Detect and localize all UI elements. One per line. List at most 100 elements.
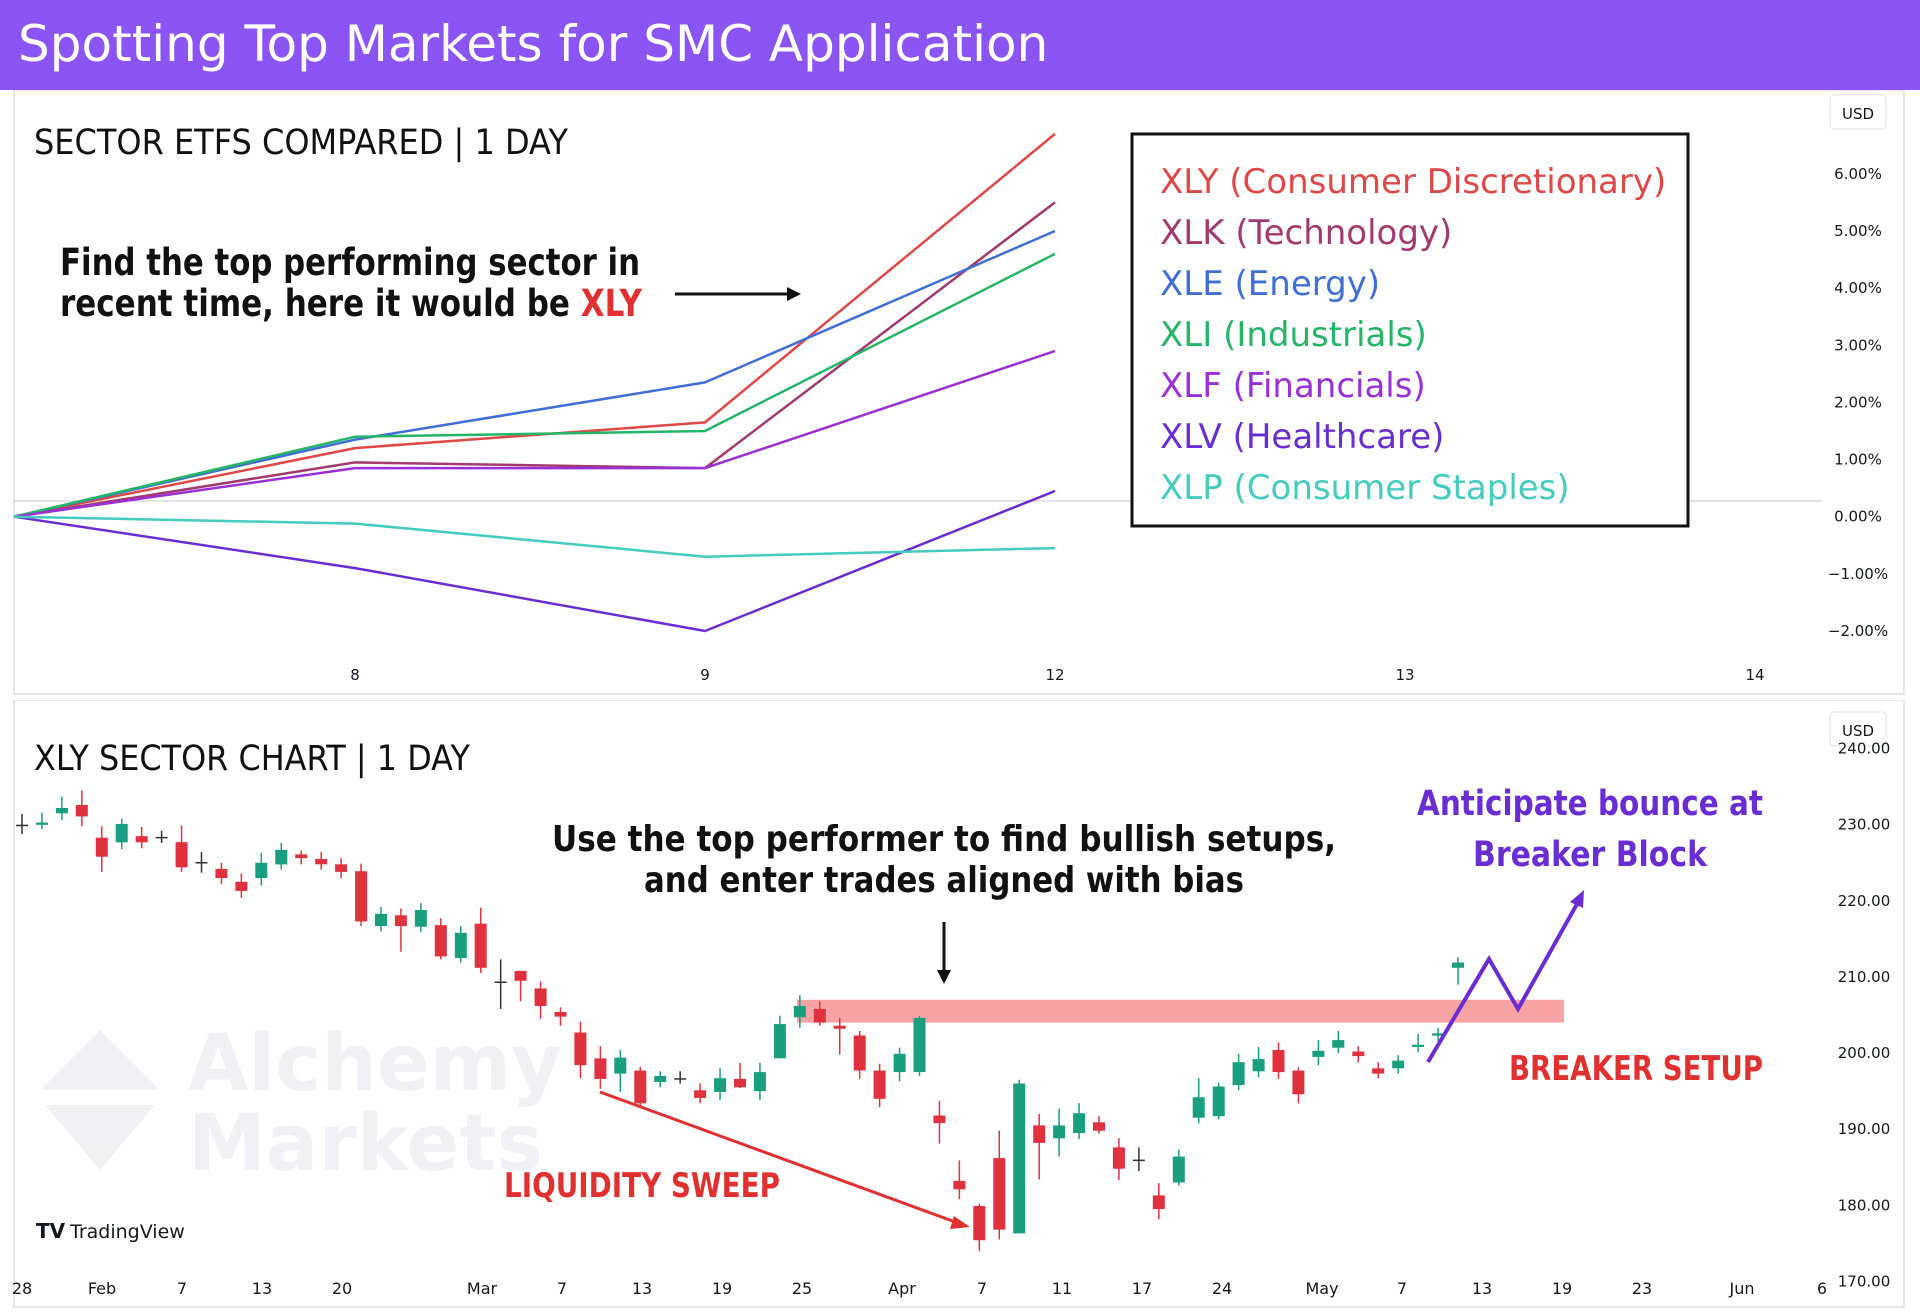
top-annotation-line2: recent time, here it would be XLY [60,282,643,325]
y-tick-label: 210.00 [1838,968,1891,986]
candle-body [215,868,228,878]
bottom-x-axis: 28 Feb 7 13 20 Mar 7 13 19 25 Apr 7 11 17 24 May 7 13 19 23… [12,1279,1827,1298]
candle-body [394,915,407,926]
x-tick-label: 23 [1632,1279,1652,1298]
candle-body [1093,1122,1105,1131]
x-tick-label: 7 [977,1279,987,1298]
candle-body [95,837,108,857]
candle-body [1192,1097,1205,1118]
candle-body [55,808,68,814]
x-tick-label: 28 [12,1279,32,1298]
bottom-y-axis: 240.00 230.00 220.00 210.00 200.00 190.00 180.… [1838,740,1891,1291]
candle-body [993,1158,1006,1230]
candle-body [135,836,148,843]
candle-body [1292,1070,1305,1095]
y-tick-label: −2.00% [1828,622,1888,640]
candle-body [594,1058,607,1079]
candle-body [35,822,48,825]
y-tick-label: 5.00% [1834,222,1882,240]
y-tick-label: 1.00% [1834,451,1882,469]
tradingview-logo: TV TradingView [36,1219,185,1243]
legend-item: XLI (Industrials) [1160,315,1427,355]
candle-body [1412,1044,1425,1047]
candle-body [873,1070,886,1099]
x-tick-label: 24 [1212,1279,1232,1298]
candle-body [1452,962,1464,968]
candle-body [1432,1033,1445,1036]
candle-body [16,824,28,827]
candle-body [933,1115,946,1124]
candle-body [1013,1083,1026,1234]
legend: XLY (Consumer Discretionary) XLK (Technol… [1160,162,1666,508]
candle-body [534,988,547,1006]
legend-item: XLK (Technology) [1160,213,1452,253]
breaker-setup-label: BREAKER SETUP [1509,1049,1763,1089]
candle-body [1152,1195,1165,1210]
candle-body [1352,1051,1365,1057]
bottom-annotation-line1: Use the top performer to find bullish se… [552,819,1336,860]
x-tick-label: 19 [712,1279,732,1298]
candle-body [375,913,387,926]
top-x-axis: 8 9 12 13 14 [350,666,1764,684]
annotation-arrow-right [675,287,801,301]
bottom-panel-title: XLY SECTOR CHART | 1 DAY [34,739,471,779]
x-tick-label: 9 [700,666,710,684]
x-tick-label: 19 [1552,1279,1572,1298]
series-line [13,349,1056,518]
series-line [13,201,1056,518]
candle-body [654,1075,667,1082]
top-currency-badge [1829,94,1887,130]
x-tick-label: Feb [88,1279,116,1298]
y-tick-label: 190.00 [1838,1120,1891,1138]
watermark-line1: Alchemy [188,1019,562,1109]
candle-body [295,854,308,859]
x-tick-label: May [1305,1279,1338,1298]
x-tick-label: 17 [1132,1279,1152,1298]
x-tick-label: 13 [1472,1279,1492,1298]
bounce-path-arrow [1426,890,1584,1064]
candle-body [1053,1125,1066,1139]
legend-item: XLF (Financials) [1160,366,1426,406]
y-tick-label: 6.00% [1834,165,1882,183]
x-tick-label: 13 [1395,666,1414,684]
x-tick-label: 8 [350,666,360,684]
y-tick-label: 3.00% [1834,336,1882,354]
candles [16,790,1464,1251]
top-panel-title: SECTOR ETFS COMPARED | 1 DAY [34,123,569,163]
series-line [13,515,1056,558]
y-tick-label: 180.00 [1838,1196,1891,1214]
xly-candlestick-chart: USD XLY SECTOR CHART | 1 DAY Alchemy Mar… [12,700,1905,1308]
bounce-annotation-line1: Anticipate bounce at [1417,784,1763,824]
bottom-currency-label: USD [1842,722,1874,740]
page-title: Spotting Top Markets for SMC Application [18,15,1049,73]
y-tick-label: −1.00% [1828,565,1888,583]
candle-body [155,836,168,839]
sector-comparison-chart: USD SECTOR ETFS COMPARED | 1 DAY 6.00% 5.… [13,90,1905,695]
candle-body [355,871,368,922]
candle-body [1212,1086,1225,1117]
header-bar: Spotting Top Markets for SMC Application [0,0,1920,90]
x-tick-label: Mar [467,1279,498,1298]
candle-body [753,1072,766,1092]
legend-item: XLV (Healthcare) [1160,417,1444,457]
candle-body [1132,1159,1145,1162]
candle-body [973,1206,986,1241]
candle-body [115,824,128,843]
tradingview-text: TradingView [69,1221,185,1243]
y-tick-label: 4.00% [1834,279,1882,297]
series-line [13,252,1056,518]
y-tick-label: 240.00 [1838,740,1891,758]
candle-body [235,881,248,891]
candle-body [494,981,507,983]
y-tick-label: 0.00% [1834,508,1882,526]
candle-body [853,1035,866,1071]
candle-body [614,1057,627,1074]
top-annotation-highlight: XLY [581,282,643,325]
candle-body [674,1078,687,1080]
breaker-block-zone [797,999,1564,1023]
liquidity-sweep-arrow [599,1090,970,1229]
x-tick-label: 7 [557,1279,567,1298]
bottom-annotation-line2: and enter trades aligned with bias [644,860,1244,901]
tradingview-logo-icon: TV [36,1219,66,1243]
candle-body [1332,1040,1345,1048]
